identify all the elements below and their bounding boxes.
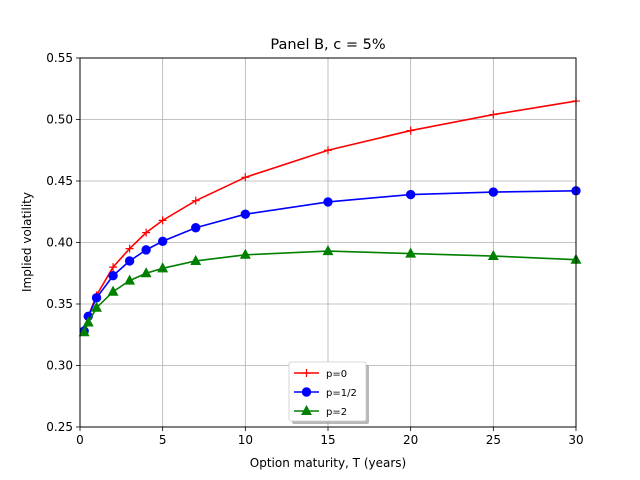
data-point-triangle (107, 285, 119, 296)
data-point-plus (125, 244, 134, 253)
data-point-circle (157, 236, 168, 246)
x-tick-label: 30 (568, 433, 583, 447)
series-line (83, 190, 577, 332)
data-point-triangle (190, 254, 202, 265)
data-point-plus (324, 146, 332, 155)
y-axis-ticks: 0.25 0.30 0.35 0.40 0.45 0.50 0.55 (46, 51, 80, 434)
legend-label: p=1/2 (326, 388, 357, 399)
data-point-triangle (157, 262, 169, 273)
x-tick-label: 5 (159, 433, 167, 447)
y-tick-label: 0.30 (46, 359, 73, 373)
data-point-circle (191, 223, 201, 233)
legend-label: p=2 (326, 407, 347, 418)
y-tick-label: 0.25 (46, 420, 73, 434)
data-point-plus (302, 369, 311, 377)
data-point-triangle (487, 249, 499, 261)
series-triangle (78, 245, 582, 337)
x-axis-ticks: 0 5 10 15 20 25 30 (76, 427, 584, 447)
data-point-triangle (140, 267, 152, 278)
data-point-circle (488, 187, 499, 197)
x-tick-label: 10 (238, 433, 253, 447)
data-point-plus (109, 263, 118, 272)
y-tick-label: 0.40 (46, 236, 73, 250)
legend: p=0 p=1/2 p=2 (288, 361, 369, 424)
data-point-triangle (78, 326, 90, 337)
data-point-circle (323, 197, 333, 207)
y-tick-label: 0.45 (46, 174, 73, 188)
data-point-circle (405, 189, 416, 200)
data-point-circle (141, 245, 151, 255)
data-point-triangle (124, 274, 136, 285)
data-point-plus (142, 228, 151, 237)
y-tick-label: 0.35 (46, 297, 73, 311)
y-tick-label: 0.50 (46, 113, 73, 127)
data-point-plus (241, 173, 250, 182)
x-tick-label: 0 (76, 433, 84, 447)
series-line (83, 100, 577, 332)
y-tick-label: 0.55 (46, 51, 73, 65)
legend-label: p=0 (326, 369, 347, 380)
data-point-plus (489, 110, 498, 119)
data-point-circle (108, 271, 118, 281)
x-tick-label: 15 (320, 433, 335, 447)
series-line (83, 250, 577, 333)
data-point-triangle (301, 404, 312, 415)
data-point-circle (301, 387, 312, 397)
chart-title: Panel B, c = 5% (270, 37, 385, 53)
data-point-triangle (239, 248, 251, 259)
x-tick-label: 20 (403, 433, 418, 447)
data-point-plus (158, 216, 167, 225)
data-point-circle (124, 256, 135, 266)
data-point-triangle (322, 245, 334, 256)
data-point-triangle (405, 247, 417, 258)
series-layer (78, 97, 582, 337)
legend-box (288, 361, 367, 422)
data-point-circle (240, 209, 251, 219)
data-point-triangle (82, 316, 94, 327)
data-point-triangle (91, 301, 102, 312)
data-point-plus (406, 126, 415, 135)
data-point-plus (191, 196, 200, 205)
x-axis-label: Option maturity, T (years) (250, 456, 406, 470)
data-point-circle (91, 293, 102, 303)
series-plus (80, 97, 580, 336)
x-tick-label: 25 (486, 433, 501, 447)
series-circle (79, 186, 581, 336)
y-axis-label: Implied volatility (20, 192, 34, 292)
